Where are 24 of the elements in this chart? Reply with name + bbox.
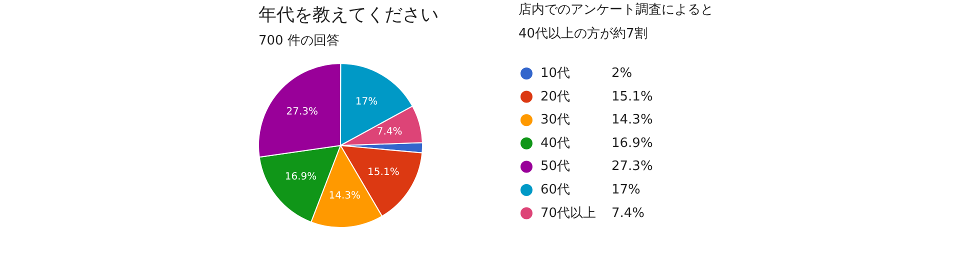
text: 15.1% bbox=[612, 89, 653, 104]
legend-label: 50代 bbox=[540, 159, 570, 174]
legend-label: 60代 bbox=[540, 182, 570, 198]
chart-title: 年代を教えてください bbox=[258, 4, 438, 26]
legend-label: 40代 bbox=[540, 136, 570, 151]
text: 40代以上の方が約7割 bbox=[518, 26, 648, 42]
data-label: 15.1% bbox=[368, 167, 400, 178]
data-label: 2% bbox=[612, 66, 632, 81]
data-label: 7.4% bbox=[376, 126, 402, 138]
text: 店内でのアンケート調査によると bbox=[518, 2, 714, 18]
legend-label: 10代 bbox=[540, 66, 570, 81]
data-label: 27.3% bbox=[286, 106, 318, 118]
text: 14.3% bbox=[612, 112, 653, 128]
legend-label: 70代以上 bbox=[540, 206, 596, 221]
chart-subtitle: 700 件の回答 bbox=[258, 34, 340, 48]
text: 27.3% bbox=[612, 159, 653, 174]
text: 17% bbox=[612, 182, 640, 198]
data-label: 16.9% bbox=[284, 172, 317, 183]
text: 16.9% bbox=[612, 136, 653, 151]
text: 7.4% bbox=[612, 206, 645, 221]
legend-label: 30代 bbox=[540, 112, 570, 128]
legend-label: 20代 bbox=[540, 89, 570, 104]
data-label: 17% bbox=[355, 96, 378, 108]
data-label: 14.3% bbox=[328, 190, 361, 202]
